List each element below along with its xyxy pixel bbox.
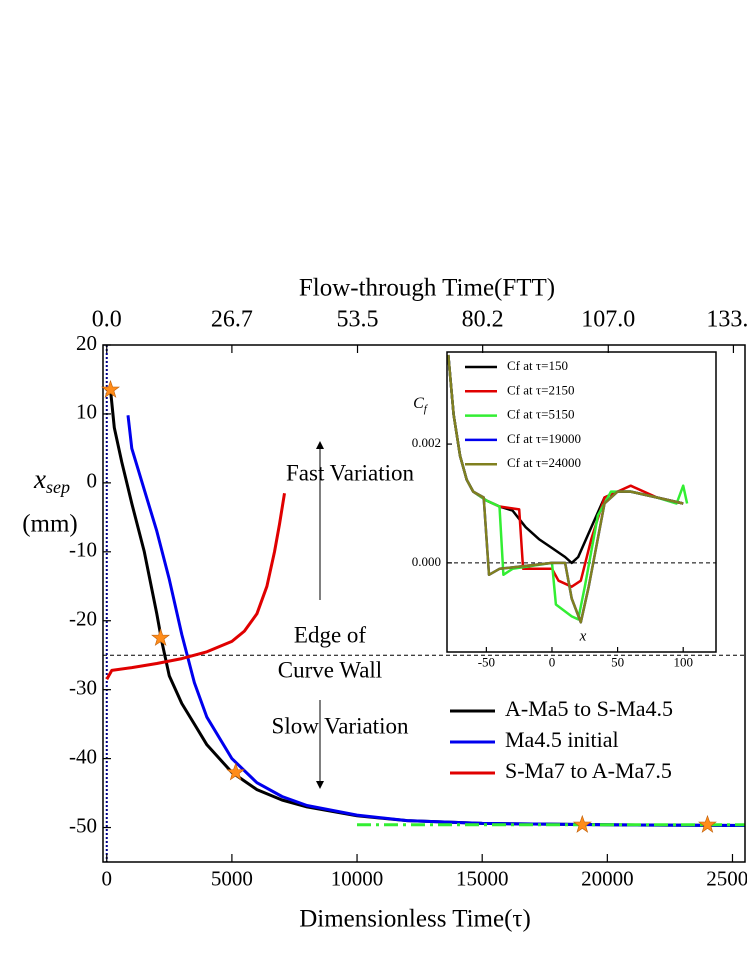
x-tick-label: 0 [102, 867, 113, 891]
inset-y-title: Cf [413, 395, 429, 415]
x-axis-title: Dimensionless Time(τ) [299, 906, 531, 933]
y-tick-label: -10 [69, 538, 97, 562]
star-marker [698, 814, 717, 833]
plot-area [447, 354, 716, 624]
annotation: Slow Variation [272, 713, 409, 738]
y-axis-unit: (mm) [22, 511, 78, 538]
x2-axis-title: Flow-through Time(FTT) [299, 275, 555, 302]
y-axis-title: xsep [33, 464, 70, 497]
legend-label: Cf at τ=150 [507, 358, 568, 373]
legend-label: Cf at τ=19000 [507, 431, 581, 446]
x2-tick-label: 26.7 [211, 307, 253, 333]
annotation: Edge of [294, 622, 367, 647]
star-marker [101, 379, 120, 398]
y-tick-label: -30 [69, 675, 97, 699]
legend-label: Cf at τ=5150 [507, 407, 574, 422]
y-tick-label: -50 [69, 813, 97, 837]
plot-area [103, 345, 745, 862]
legend-label: Cf at τ=2150 [507, 382, 574, 397]
star-marker [226, 762, 246, 781]
x-tick-label: -50 [478, 655, 495, 670]
annotation: Curve Wall [278, 657, 382, 682]
y-axis-subscript: sep [46, 477, 70, 497]
y-tick-label: 0 [87, 469, 98, 493]
y-tick-label: 0.000 [412, 554, 441, 569]
y-tick-label: -40 [69, 744, 97, 768]
series-line [126, 415, 745, 827]
y-tick-label: 20 [76, 331, 97, 355]
x-tick-label: 0 [549, 655, 556, 670]
legend-label: Cf at τ=24000 [507, 455, 581, 470]
inset-y-subscript: f [424, 403, 429, 415]
plot-frame [102, 344, 746, 863]
x-tick-label: 15000 [456, 867, 509, 891]
x2-tick-label: 80.2 [462, 307, 504, 333]
annotation: Fast Variation [286, 460, 414, 485]
x-tick-label: 20000 [581, 867, 634, 891]
series-line [105, 492, 286, 681]
y-tick-label: -20 [69, 607, 97, 631]
star-marker [151, 628, 170, 646]
y-tick-label: 0.002 [412, 435, 441, 450]
legend-label: S-Ma7 to A-Ma7.5 [505, 758, 672, 783]
legend-label: A-Ma5 to S-Ma4.5 [505, 696, 673, 721]
series-line [447, 354, 684, 624]
x-tick-label: 10000 [331, 867, 384, 891]
x2-tick-label: 53.5 [337, 307, 379, 333]
x-tick-label: 100 [673, 655, 693, 670]
x2-tick-label: 133.7 [706, 307, 747, 333]
y-axis-symbol: x [33, 464, 46, 494]
plot-frame [446, 351, 717, 653]
star-marker [572, 814, 592, 833]
inset-x-title: x [579, 628, 587, 644]
x2-tick-label: 0.0 [92, 307, 122, 333]
x-tick-label: 5000 [211, 867, 253, 891]
inset-y-symbol: C [413, 395, 424, 412]
legend-label: Ma4.5 initial [505, 727, 619, 752]
x-tick-label: 50 [611, 655, 624, 670]
x2-tick-label: 107.0 [581, 307, 635, 333]
x-tick-label: 25000 [706, 867, 747, 891]
y-tick-label: 10 [76, 400, 97, 424]
